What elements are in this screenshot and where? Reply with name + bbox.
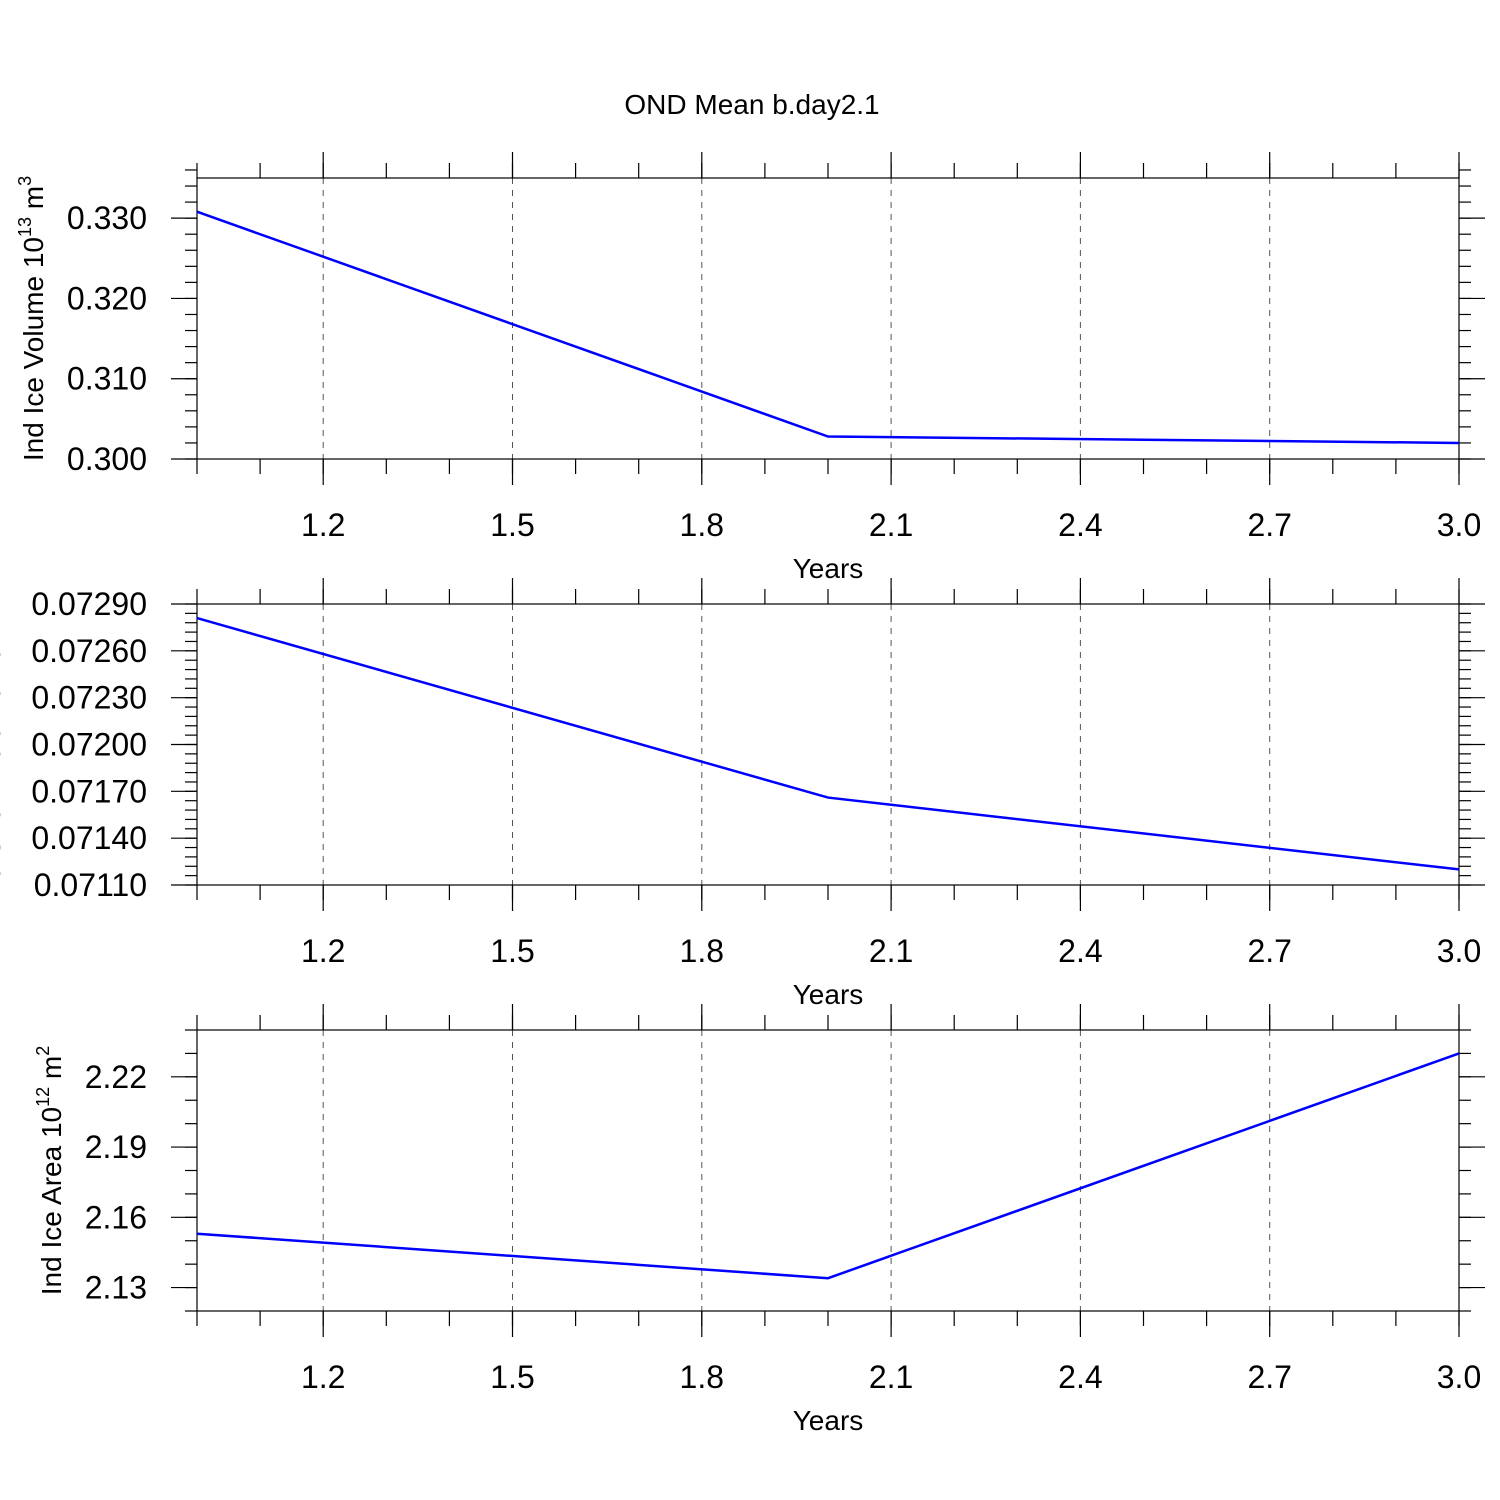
x-tick-label: 2.4 bbox=[1058, 933, 1102, 969]
panel-3: 1.2 1.5 1.8 2.1 2.4 2.7 3.0 Years 2.13 2.16 2.19 2.… bbox=[33, 1004, 1485, 1436]
x-tick-label: 2.4 bbox=[1058, 1359, 1102, 1395]
plot-frame bbox=[196, 1029, 1460, 1312]
y-tick-label: 2.22 bbox=[85, 1059, 147, 1095]
y-tick-label: 0.07200 bbox=[31, 727, 147, 763]
y-tick-label: 0.07290 bbox=[31, 586, 147, 622]
x-tick-label: 1.5 bbox=[490, 933, 534, 969]
y-axis-label: Ind Ice Volume 1013 m3 bbox=[15, 176, 49, 461]
x-tick-label: 1.2 bbox=[301, 933, 345, 969]
y-tick-label: 0.07260 bbox=[31, 633, 147, 669]
x-tick-label: 1.5 bbox=[490, 1359, 534, 1395]
figure-title: OND Mean b.day2.1 bbox=[624, 89, 879, 120]
panel-1: 1.2 1.5 1.8 2.1 2.4 2.7 3.0 Years 0.300 0.310 0.32… bbox=[15, 152, 1485, 584]
x-axis-label: Years bbox=[793, 1405, 864, 1436]
x-tick-label: 1.8 bbox=[680, 933, 724, 969]
x-tick-label: 1.2 bbox=[301, 507, 345, 543]
y-tick-label: 0.07110 bbox=[34, 867, 147, 903]
x-tick-label: 2.1 bbox=[869, 933, 913, 969]
y-tick-label: 2.13 bbox=[85, 1270, 147, 1306]
x-tick-label: 2.7 bbox=[1247, 1359, 1291, 1395]
x-tick-label: 2.7 bbox=[1247, 933, 1291, 969]
x-tick-label: 1.2 bbox=[301, 1359, 345, 1395]
x-tick-label: 1.8 bbox=[680, 1359, 724, 1395]
x-axis-label: Years bbox=[793, 553, 864, 584]
plot-frame bbox=[196, 177, 1460, 460]
series-line bbox=[196, 1052, 1460, 1280]
x-tick-label: 2.1 bbox=[869, 507, 913, 543]
x-tick-label: 3.0 bbox=[1437, 1359, 1481, 1395]
plot-frame bbox=[196, 603, 1460, 886]
x-tick-label: 3.0 bbox=[1437, 933, 1481, 969]
x-tick-label: 3.0 bbox=[1437, 507, 1481, 543]
x-axis-label: Years bbox=[793, 979, 864, 1010]
y-tick-label: 2.16 bbox=[85, 1199, 147, 1235]
y-axis-label: Ind Ice Area 1012 m2 bbox=[33, 1046, 67, 1296]
y-tick-label: 0.07140 bbox=[31, 820, 147, 856]
x-tick-label: 2.4 bbox=[1058, 507, 1102, 543]
y-tick-label: 0.300 bbox=[67, 441, 147, 477]
panel-2: 1.2 1.5 1.8 2.1 2.4 2.7 3.0 Years 0.07110 0.07140… bbox=[0, 578, 1485, 1010]
y-axis-label: Ind Snow Volume 1013 m3 bbox=[0, 586, 6, 904]
series-line bbox=[196, 616, 1460, 871]
y-tick-label: 0.320 bbox=[67, 280, 147, 316]
x-tick-label: 1.8 bbox=[680, 507, 724, 543]
x-tick-label: 2.7 bbox=[1247, 507, 1291, 543]
series-line bbox=[196, 210, 1460, 445]
y-tick-label: 0.310 bbox=[67, 361, 147, 397]
x-tick-label: 2.1 bbox=[869, 1359, 913, 1395]
y-tick-label: 2.19 bbox=[85, 1129, 147, 1165]
y-tick-label: 0.07170 bbox=[31, 773, 147, 809]
y-tick-label: 0.330 bbox=[67, 200, 147, 236]
y-tick-label: 0.07230 bbox=[31, 680, 147, 716]
x-tick-label: 1.5 bbox=[490, 507, 534, 543]
